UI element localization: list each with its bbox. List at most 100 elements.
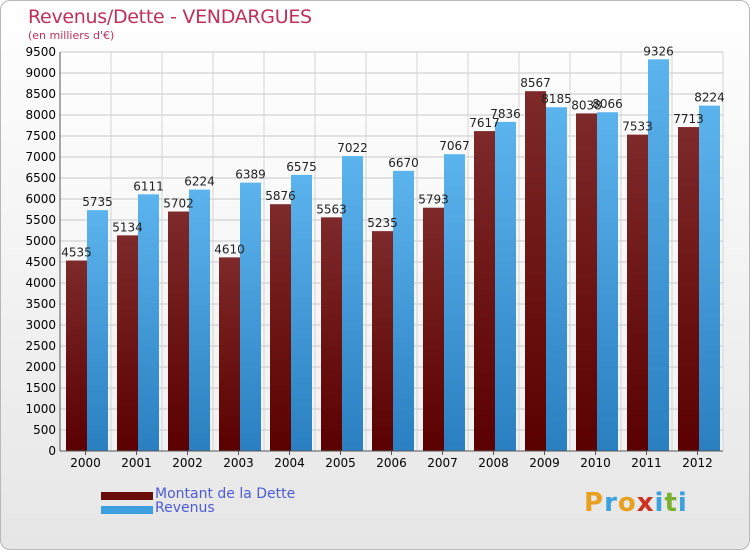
data-label-dette: 5702 [163, 197, 194, 211]
bar-dette [576, 113, 597, 452]
bar-revenus [87, 210, 108, 451]
logo-letter: r [604, 488, 618, 518]
y-tick-label: 500 [33, 423, 56, 437]
bar-revenus [393, 170, 414, 452]
data-label-revenus: 6575 [286, 160, 317, 174]
x-tick-label: 2004 [274, 456, 305, 470]
data-label-dette: 8038 [571, 98, 602, 112]
bar-revenus [648, 59, 669, 452]
data-label-dette: 5876 [265, 189, 296, 203]
data-label-dette: 7713 [673, 112, 704, 126]
y-tick-label: 5000 [25, 234, 56, 248]
data-label-revenus: 9326 [643, 44, 674, 58]
y-tick-label: 7000 [25, 150, 56, 164]
bar-revenus [699, 105, 720, 451]
bar-dette [321, 217, 342, 451]
x-tick-label: 2007 [427, 456, 458, 470]
x-tick-label: 2012 [682, 456, 713, 470]
y-tick-label: 4500 [25, 255, 56, 269]
y-tick-label: 4000 [25, 276, 56, 290]
x-tick-label: 2011 [631, 456, 662, 470]
bar-revenus [597, 112, 618, 451]
data-label-revenus: 7836 [490, 107, 521, 121]
x-tick-label: 2000 [70, 456, 101, 470]
y-tick-label: 1000 [25, 402, 56, 416]
y-tick-label: 8000 [25, 108, 56, 122]
data-label-revenus: 6389 [235, 168, 266, 182]
y-tick-label: 6500 [25, 171, 56, 185]
bar-revenus [240, 182, 261, 452]
bar-revenus [189, 189, 210, 452]
data-label-dette: 4610 [214, 242, 245, 256]
y-tick-label: 3500 [25, 297, 56, 311]
logo-letter: P [584, 488, 605, 518]
data-label-revenus: 8224 [694, 91, 725, 105]
data-label-dette: 5793 [418, 193, 449, 207]
data-label-revenus: 6111 [133, 179, 164, 193]
x-tick-label: 2010 [580, 456, 611, 470]
bar-revenus [546, 107, 567, 451]
bar-dette [270, 204, 291, 451]
x-tick-label: 2009 [529, 456, 560, 470]
y-tick-label: 8500 [25, 87, 56, 101]
data-label-dette: 8567 [520, 76, 551, 90]
bar-dette [219, 257, 240, 451]
x-tick-label: 2003 [223, 456, 254, 470]
bar-revenus [291, 174, 312, 451]
data-label-dette: 5235 [367, 216, 398, 230]
bar-dette [627, 134, 648, 451]
x-tick-label: 2005 [325, 456, 356, 470]
legend-label-revenus: Revenus [155, 500, 215, 516]
chart-title: Revenus/Dette - VENDARGUES [28, 6, 312, 28]
x-tick-label: 2006 [376, 456, 407, 470]
bar-dette [474, 131, 495, 451]
bar-dette [525, 91, 546, 451]
bar-revenus [138, 194, 159, 451]
y-tick-label: 2000 [25, 360, 56, 374]
data-label-revenus: 6224 [184, 175, 215, 189]
y-tick-label: 9000 [25, 66, 56, 80]
data-label-dette: 5563 [316, 202, 347, 216]
y-tick-label: 7500 [25, 129, 56, 143]
logo-letter: t [664, 488, 678, 518]
y-tick-label: 9500 [25, 45, 56, 59]
data-label-revenus: 7022 [337, 141, 368, 155]
bar-dette [372, 231, 393, 451]
data-label-revenus: 5735 [82, 195, 113, 209]
proxiti-logo: Proxiti [584, 488, 688, 518]
bar-dette [423, 207, 444, 451]
logo-letter: o [617, 488, 637, 518]
logo-letter: x [636, 488, 655, 518]
y-tick-label: 0 [48, 444, 56, 458]
bar-dette [168, 211, 189, 451]
y-tick-label: 3000 [25, 318, 56, 332]
data-label-revenus: 7067 [439, 139, 470, 153]
y-tick-label: 6000 [25, 192, 56, 206]
data-label-revenus: 8185 [541, 92, 572, 106]
bar-dette [117, 235, 138, 451]
logo-letter: i [677, 488, 688, 518]
data-label-dette: 7533 [622, 120, 653, 134]
logo-letter: i [654, 488, 665, 518]
legend-swatch-revenus [101, 506, 153, 514]
chart-subtitle: (en milliers d'€) [28, 29, 115, 42]
bar-revenus [495, 121, 516, 451]
legend-swatch-dette [101, 492, 153, 500]
y-tick-label: 5500 [25, 213, 56, 227]
data-label-revenus: 6670 [388, 156, 419, 170]
bar-dette [678, 127, 699, 451]
bar-dette [66, 260, 87, 451]
x-tick-label: 2002 [172, 456, 203, 470]
x-tick-label: 2001 [121, 456, 152, 470]
y-tick-label: 1500 [25, 381, 56, 395]
bar-revenus [342, 156, 363, 452]
data-label-dette: 5134 [112, 220, 143, 234]
data-label-revenus: 8066 [592, 97, 623, 111]
y-tick-label: 2500 [25, 339, 56, 353]
legend-label-dette: Montant de la Dette [155, 486, 296, 502]
bar-revenus [444, 154, 465, 451]
x-tick-label: 2008 [478, 456, 509, 470]
data-label-dette: 4535 [61, 246, 92, 260]
